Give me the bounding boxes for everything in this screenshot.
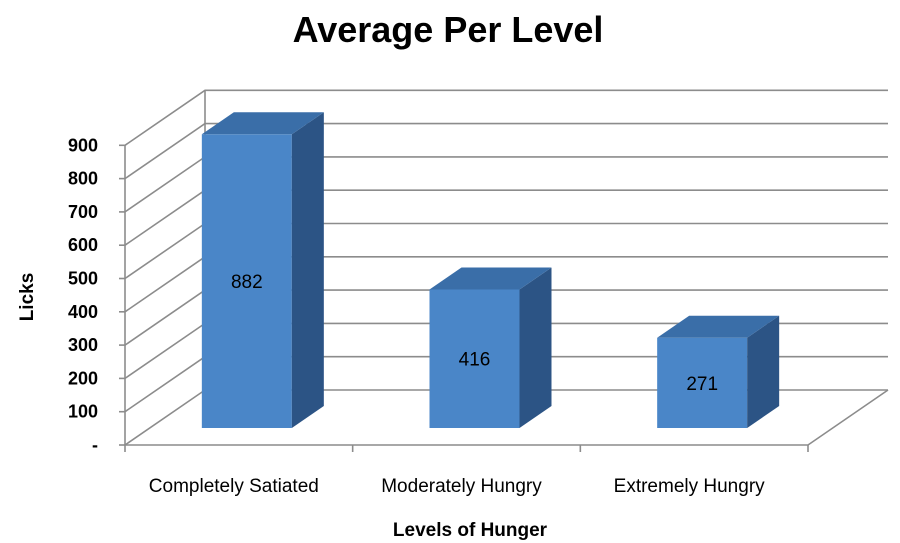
bar: 416 bbox=[429, 267, 552, 428]
bar-side bbox=[747, 315, 780, 428]
y-tick-label: 300 bbox=[68, 335, 98, 355]
bar-top bbox=[657, 315, 780, 338]
bars: 882 416 271 bbox=[201, 112, 780, 428]
y-tick-label: 800 bbox=[68, 169, 98, 189]
y-tick-label: 400 bbox=[68, 302, 98, 322]
y-tick-label: - bbox=[92, 435, 98, 455]
bar: 882 bbox=[201, 112, 324, 428]
y-tick-label: 600 bbox=[68, 235, 98, 255]
y-tick-label: 200 bbox=[68, 368, 98, 388]
y-tick-label: 700 bbox=[68, 202, 98, 222]
x-category-label: Extremely Hungry bbox=[614, 476, 765, 497]
chart-title: Average Per Level bbox=[293, 9, 604, 50]
x-category-label: Moderately Hungry bbox=[381, 476, 542, 497]
y-tick-label: 900 bbox=[68, 135, 98, 155]
x-axis-categories: Completely Satiated Moderately Hungry Extr… bbox=[149, 476, 765, 497]
bar-top bbox=[201, 112, 324, 135]
y-tick-label: 500 bbox=[68, 269, 98, 289]
bar-front bbox=[429, 289, 520, 428]
x-category-label: Completely Satiated bbox=[149, 476, 319, 497]
bar-side bbox=[291, 112, 324, 428]
y-tick-label: 100 bbox=[68, 402, 98, 422]
bar: 271 bbox=[657, 315, 780, 428]
x-axis-title: Levels of Hunger bbox=[393, 520, 548, 541]
bar-front bbox=[657, 337, 748, 428]
y-axis-ticks: - 100 200 300 400 500 600 700 800 900 bbox=[68, 135, 98, 455]
data-label: 271 bbox=[686, 374, 718, 395]
bar-side bbox=[519, 267, 552, 428]
data-label: 882 bbox=[231, 272, 263, 293]
bar-front bbox=[201, 134, 292, 428]
y-axis-title: Licks bbox=[17, 273, 38, 322]
data-label: 416 bbox=[459, 350, 491, 371]
bar-top bbox=[429, 267, 552, 290]
